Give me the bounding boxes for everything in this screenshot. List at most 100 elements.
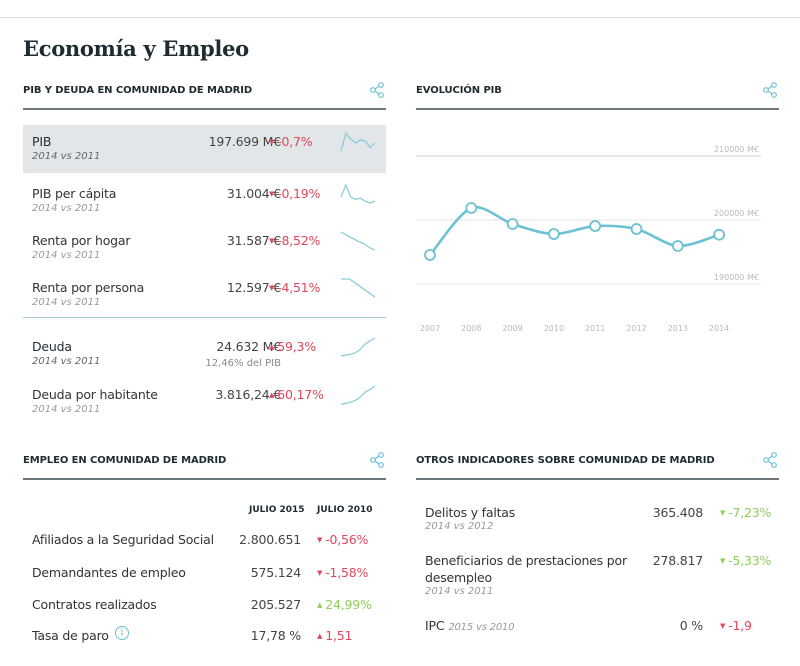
share-icon[interactable] [763,452,777,468]
x-tick-label: 2014 [709,324,729,333]
indicator-label-text: IPC [425,618,445,633]
change-text: -1,58% [325,565,369,580]
indicator-row[interactable]: Renta por persona 2014 vs 2011 12.597 € ▼ -4… [23,271,386,315]
empleo-section: EMPLEO EN COMUNIDAD DE MADRID JULIO 2015… [23,450,386,666]
indicator-value-secondary: 12,46% del PIB [205,358,281,369]
data-point[interactable] [424,249,436,261]
change-value: ▲ 60,17% [269,387,324,402]
section-header: PIB Y DEUDA EN COMUNIDAD DE MADRID [23,80,386,110]
data-point[interactable] [547,228,560,240]
arrow-down-icon: ▼ [720,509,726,517]
indicator-period: 2014 vs 2011 [32,250,101,261]
indicator-row[interactable]: Renta por hogar 2014 vs 2011 31.587 € ▼ -8,5… [23,224,386,268]
change-value: ▲ 59,3% [269,339,316,354]
indicator-period: 2015 vs 2010 [448,622,515,633]
share-icon[interactable] [370,82,384,98]
data-point[interactable] [465,202,478,214]
change-text: 59,3% [277,339,316,354]
employment-label: Contratos realizados [32,597,157,612]
indicator-label: Deuda por habitante [32,387,158,402]
arrow-down-icon: ▼ [317,536,323,544]
indicator-row[interactable]: Deuda 2014 vs 2011 24.632 M€ 12,46% del PIB… [23,330,386,374]
sparkline [340,231,376,251]
indicator-row: Delitos y faltas 2014 vs 2012 365.408 ▼ -7,2… [416,505,779,545]
employment-row: Demandantes de empleo 575.124 ▼ -1,58% [23,565,386,589]
indicator-label: PIB [32,134,52,149]
section-divider [23,317,386,318]
sparkline-path [340,183,376,204]
indicator-period: 2014 vs 2012 [425,521,494,532]
x-tick-label: 2011 [585,324,605,333]
indicator-value: 278.817 [652,553,703,568]
employment-value: 2.800.651 [239,532,301,547]
change-text: -8,52% [277,233,321,248]
arrow-up-icon: ▲ [317,601,323,609]
indicator-period: 2014 vs 2011 [32,356,101,367]
share-icon[interactable] [763,82,777,98]
indicator-row[interactable]: PIB 2014 vs 2011 197.699 M€ ▼ -0,7% [23,125,386,173]
data-point[interactable] [589,220,602,232]
change-text: -5,33% [728,553,772,568]
arrow-down-icon: ▼ [269,237,275,245]
indicator-row[interactable]: PIB per cápita 2014 vs 2011 31.004 € ▼ -0,19… [23,177,386,221]
arrow-down-icon: ▼ [269,190,275,198]
change-text: 60,17% [277,387,324,402]
change-text: 24,99% [325,597,372,612]
sparkline [340,337,376,357]
employment-value: 575.124 [250,565,301,580]
arrow-down-icon: ▼ [317,569,323,577]
arrow-down-icon: ▼ [720,622,726,630]
data-point[interactable] [713,228,726,241]
change-text: -1,9 [728,618,752,633]
sparkline-path [341,278,376,298]
indicator-label: IPC 2015 vs 2010 [425,618,515,633]
indicator-period: 2014 vs 2011 [32,404,101,415]
indicator-value: 24.632 M€ [216,339,281,354]
pib-deuda-section: PIB Y DEUDA EN COMUNIDAD DE MADRID PIB 20… [23,80,386,420]
data-point[interactable] [506,218,519,230]
indicator-label: Beneficiarios de prestaciones por [425,553,627,568]
section-header: EVOLUCIÓN PIB [416,80,779,110]
change-value: ▲ 24,99% [317,597,372,612]
indicator-value: 365.408 [652,505,703,520]
employment-row: Contratos realizados 205.527 ▲ 24,99% [23,597,386,621]
indicator-label-line2: desempleo [425,570,492,585]
change-text: -7,23% [728,505,772,520]
indicator-period: 2014 vs 2011 [425,586,494,597]
indicator-value: 197.699 M€ [208,134,282,149]
section-title: PIB Y DEUDA EN COMUNIDAD DE MADRID [23,85,253,96]
arrow-up-icon: ▲ [269,391,275,399]
arrow-up-icon: ▲ [317,632,323,640]
indicator-label: PIB per cápita [32,186,117,201]
data-point[interactable] [671,240,684,252]
indicator-value: 12.597 € [226,280,281,295]
section-header: OTROS INDICADORES SOBRE COMUNIDAD DE MAD… [416,450,779,480]
change-value: ▼ -4,51% [269,280,320,295]
indicator-label: Deuda [32,339,72,354]
employment-value: 17,78 % [250,628,301,643]
info-icon[interactable]: i [115,626,129,640]
indicator-label: Renta por hogar [32,233,131,248]
x-tick-label: 2013 [668,324,688,333]
change-value: ▼ -0,19% [269,186,320,201]
indicator-row[interactable]: Deuda por habitante 2014 vs 2011 3.816,24 … [23,378,386,422]
change-value: ▼ -7,23% [720,505,771,520]
data-point[interactable] [630,223,643,235]
sparkline [341,278,376,298]
change-value: ▼ -5,33% [720,553,771,568]
section-title: EVOLUCIÓN PIB [416,85,502,96]
section-title: OTROS INDICADORES SOBRE COMUNIDAD DE MAD… [416,455,715,466]
change-value: ▼ -1,58% [317,565,368,580]
y-tick-label: 190000 M€ [714,273,759,282]
sparkline-path [340,385,376,405]
x-tick-label: 2012 [626,324,646,333]
share-icon[interactable] [370,452,384,468]
indicator-value: 0 % [679,618,703,633]
sparkline-path [340,231,376,251]
sparkline-path [340,337,376,357]
section-header: EMPLEO EN COMUNIDAD DE MADRID [23,450,386,480]
top-divider [0,17,800,18]
arrow-down-icon: ▼ [269,284,275,292]
section-title: EMPLEO EN COMUNIDAD DE MADRID [23,455,227,466]
x-tick-label: 2009 [502,324,522,333]
